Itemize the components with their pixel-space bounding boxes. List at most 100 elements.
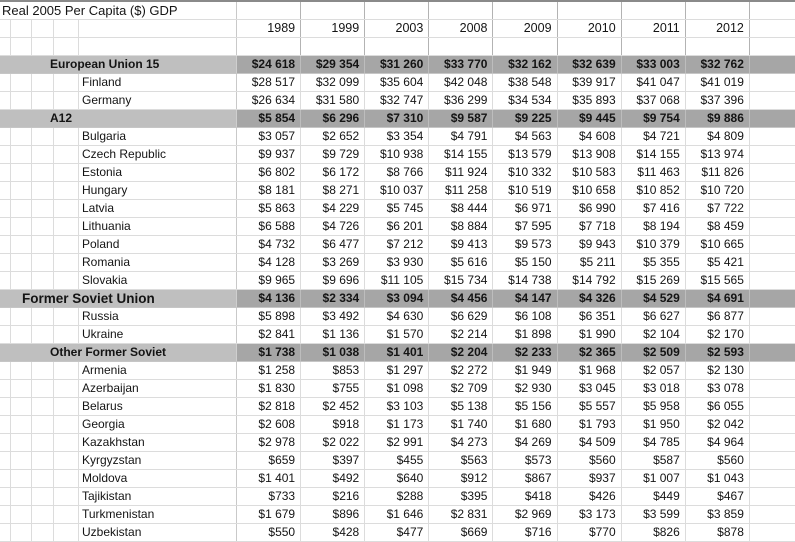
value-cell[interactable]: $4 269 — [493, 434, 558, 451]
row-label-cell[interactable]: Bulgaria — [0, 128, 237, 145]
value-cell[interactable]: $2 608 — [237, 416, 302, 433]
value-cell[interactable]: $2 057 — [622, 362, 686, 379]
value-cell[interactable]: $9 445 — [557, 110, 622, 127]
value-cell[interactable]: $4 147 — [493, 290, 558, 307]
value-cell[interactable]: $7 722 — [686, 200, 750, 217]
value-cell[interactable]: $2 334 — [301, 290, 366, 307]
value-cell[interactable]: $2 831 — [429, 506, 494, 523]
empty-cell[interactable] — [493, 2, 558, 19]
row-label-cell[interactable]: Azerbaijan — [0, 380, 237, 397]
value-cell[interactable]: $4 809 — [686, 128, 750, 145]
value-cell[interactable]: $3 930 — [365, 254, 430, 271]
value-cell[interactable]: $716 — [493, 524, 558, 541]
row-label-cell[interactable]: Tajikistan — [0, 488, 237, 505]
value-cell[interactable]: $2 593 — [685, 344, 750, 361]
row-label-cell[interactable]: Czech Republic — [0, 146, 237, 163]
value-cell[interactable]: $1 570 — [365, 326, 430, 343]
value-cell[interactable]: $8 766 — [365, 164, 430, 181]
value-cell[interactable]: $15 565 — [686, 272, 750, 289]
value-cell[interactable]: $4 732 — [237, 236, 302, 253]
value-cell[interactable]: $26 634 — [237, 92, 302, 109]
value-cell[interactable]: $1 679 — [237, 506, 302, 523]
value-cell[interactable]: $5 138 — [429, 398, 494, 415]
year-cell[interactable]: 2003 — [365, 20, 430, 37]
value-cell[interactable]: $8 459 — [686, 218, 750, 235]
empty-cell[interactable] — [622, 38, 686, 55]
value-cell[interactable]: $6 108 — [493, 308, 558, 325]
value-cell[interactable]: $11 826 — [686, 164, 750, 181]
row-label-cell[interactable]: Former Soviet Union — [0, 290, 237, 307]
value-cell[interactable]: $4 456 — [429, 290, 494, 307]
value-cell[interactable]: $36 299 — [429, 92, 494, 109]
value-cell[interactable]: $15 734 — [429, 272, 494, 289]
value-cell[interactable]: $1 098 — [365, 380, 430, 397]
value-cell[interactable]: $1 950 — [622, 416, 686, 433]
value-cell[interactable]: $6 971 — [493, 200, 558, 217]
value-cell[interactable]: $1 043 — [686, 470, 750, 487]
value-cell[interactable]: $418 — [493, 488, 558, 505]
value-cell[interactable]: $1 680 — [493, 416, 558, 433]
row-label-cell[interactable]: Ukraine — [0, 326, 237, 343]
value-cell[interactable]: $2 978 — [237, 434, 302, 451]
value-cell[interactable]: $8 271 — [301, 182, 366, 199]
value-cell[interactable]: $3 354 — [365, 128, 430, 145]
value-cell[interactable]: $492 — [301, 470, 366, 487]
value-cell[interactable]: $867 — [493, 470, 558, 487]
value-cell[interactable]: $755 — [301, 380, 366, 397]
value-cell[interactable]: $1 136 — [301, 326, 366, 343]
value-cell[interactable]: $32 639 — [557, 56, 622, 73]
value-cell[interactable]: $8 181 — [237, 182, 302, 199]
value-cell[interactable]: $826 — [622, 524, 686, 541]
value-cell[interactable]: $2 272 — [429, 362, 494, 379]
value-cell[interactable]: $1 007 — [622, 470, 686, 487]
value-cell[interactable]: $563 — [429, 452, 494, 469]
value-cell[interactable]: $2 969 — [493, 506, 558, 523]
value-cell[interactable]: $6 802 — [237, 164, 302, 181]
value-cell[interactable]: $9 413 — [429, 236, 494, 253]
value-cell[interactable]: $1 297 — [365, 362, 430, 379]
value-cell[interactable]: $38 548 — [493, 74, 558, 91]
value-cell[interactable]: $918 — [301, 416, 366, 433]
value-cell[interactable]: $3 045 — [558, 380, 622, 397]
value-cell[interactable]: $1 258 — [237, 362, 302, 379]
value-cell[interactable]: $733 — [237, 488, 302, 505]
value-cell[interactable]: $1 401 — [237, 470, 302, 487]
value-cell[interactable]: $3 269 — [301, 254, 366, 271]
value-cell[interactable]: $10 519 — [493, 182, 558, 199]
value-cell[interactable]: $912 — [429, 470, 494, 487]
row-label-cell[interactable]: Slovakia — [0, 272, 237, 289]
empty-cell[interactable] — [558, 2, 622, 19]
value-cell[interactable]: $1 949 — [493, 362, 558, 379]
value-cell[interactable]: $31 260 — [365, 56, 430, 73]
row-label-cell[interactable]: Poland — [0, 236, 237, 253]
row-label-cell[interactable]: Turkmenistan — [0, 506, 237, 523]
value-cell[interactable]: $4 326 — [557, 290, 622, 307]
value-cell[interactable]: $7 212 — [365, 236, 430, 253]
value-cell[interactable]: $5 616 — [429, 254, 494, 271]
value-cell[interactable]: $13 579 — [493, 146, 558, 163]
row-label-cell[interactable]: Lithuania — [0, 218, 237, 235]
value-cell[interactable]: $9 225 — [493, 110, 558, 127]
value-cell[interactable]: $288 — [365, 488, 430, 505]
year-cell[interactable]: 2012 — [686, 20, 750, 37]
value-cell[interactable]: $14 155 — [622, 146, 686, 163]
value-cell[interactable]: $35 604 — [365, 74, 430, 91]
value-cell[interactable]: $9 943 — [558, 236, 622, 253]
value-cell[interactable]: $34 534 — [493, 92, 558, 109]
value-cell[interactable]: $11 924 — [429, 164, 494, 181]
value-cell[interactable]: $2 509 — [621, 344, 686, 361]
value-cell[interactable]: $6 055 — [686, 398, 750, 415]
value-cell[interactable]: $1 646 — [365, 506, 430, 523]
row-label-cell[interactable]: Uzbekistan — [0, 524, 237, 541]
value-cell[interactable]: $11 105 — [365, 272, 430, 289]
value-cell[interactable]: $4 721 — [622, 128, 686, 145]
value-cell[interactable]: $5 745 — [365, 200, 430, 217]
value-cell[interactable]: $9 573 — [493, 236, 558, 253]
value-cell[interactable]: $28 517 — [237, 74, 302, 91]
value-cell[interactable]: $5 156 — [493, 398, 558, 415]
year-cell[interactable]: 2008 — [429, 20, 494, 37]
value-cell[interactable]: $573 — [493, 452, 558, 469]
value-cell[interactable]: $1 738 — [237, 344, 302, 361]
value-cell[interactable]: $2 042 — [686, 416, 750, 433]
empty-cell[interactable] — [237, 2, 302, 19]
